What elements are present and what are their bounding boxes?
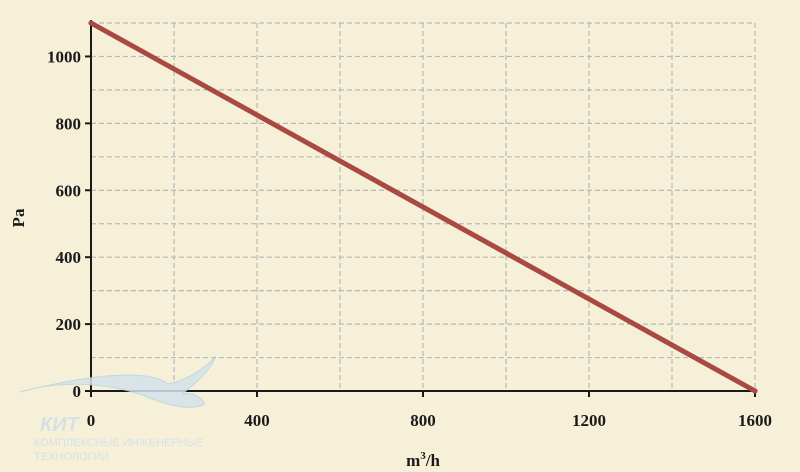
y-tick-label: 800	[56, 114, 82, 133]
watermark-line1: КОМПЛЕКСНЫЕ ИНЖЕНЕРНЫЕ	[34, 437, 204, 449]
y-axis-title: Pa	[9, 208, 28, 227]
series-point	[752, 388, 758, 394]
series-line	[88, 20, 758, 394]
x-axis-title-tail: /h	[425, 451, 441, 470]
x-tick-label: 1600	[738, 411, 772, 430]
x-tick-label: 1200	[572, 411, 606, 430]
x-axis-title-base: m	[406, 451, 420, 470]
x-tick-label: 400	[244, 411, 270, 430]
x-axis-title: m3/h	[406, 450, 440, 470]
y-tick-label: 200	[56, 315, 82, 334]
y-tick-label: 0	[73, 382, 82, 401]
series-point	[88, 20, 94, 26]
watermark-line2: ТЕХНОЛОГИИ	[34, 451, 109, 463]
watermark-logo: КИТ КОМПЛЕКСНЫЕ ИНЖЕНЕРНЫЕ ТЕХНОЛОГИИ	[19, 355, 217, 463]
x-tick-label: 800	[410, 411, 436, 430]
x-tick-label: 0	[87, 411, 96, 430]
tick-labels: 0 200 400 600 800 1000 0 400 800 1200 1600	[47, 47, 772, 430]
watermark-wing-shape	[19, 355, 217, 408]
y-tick-label: 1000	[47, 47, 81, 66]
y-tick-label: 400	[56, 248, 82, 267]
x-axis-title-sup: 3	[420, 450, 426, 462]
watermark-brand: КИТ	[40, 414, 81, 436]
series	[88, 20, 758, 394]
grid	[91, 22, 756, 391]
y-tick-label: 600	[56, 181, 82, 200]
axes	[85, 20, 756, 397]
